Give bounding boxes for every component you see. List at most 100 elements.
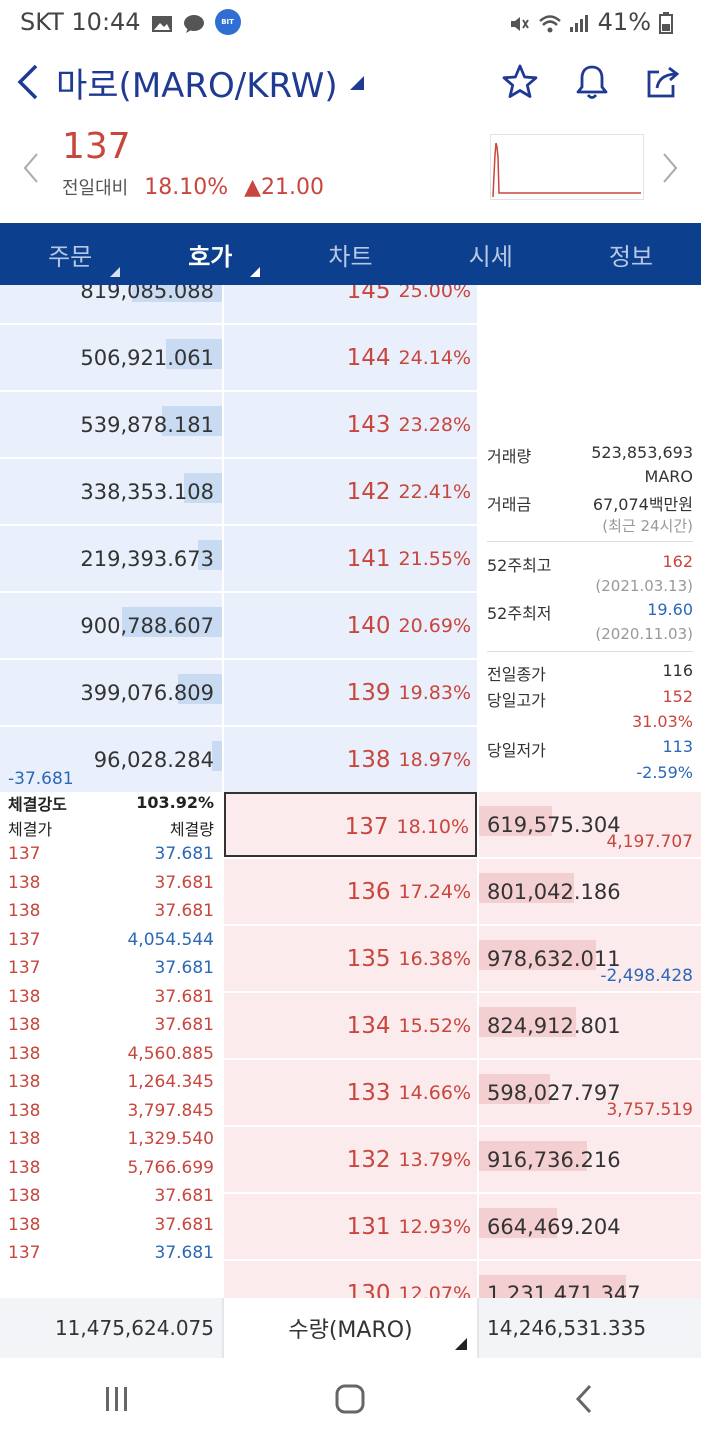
- bid-rate: 12.07%: [398, 1282, 471, 1299]
- trade-qty: 37.681: [154, 958, 214, 979]
- day-low-label: 당일저가: [487, 741, 546, 760]
- corner-triangle-icon: [110, 267, 121, 277]
- back-button[interactable]: [0, 52, 56, 112]
- ask-price-cell[interactable]: 138 18.97%: [224, 727, 477, 792]
- ask-price-cell[interactable]: 145 25.00%: [224, 285, 477, 323]
- ask-qty-cell[interactable]: 539,878.181: [0, 392, 222, 457]
- favorite-button[interactable]: [501, 63, 539, 101]
- bid-qty-cell[interactable]: 801,042.186: [479, 859, 701, 924]
- price-summary: 137 전일대비 18.10% ▲21.00: [0, 120, 701, 216]
- ask-price-cell[interactable]: 139 19.83%: [224, 660, 477, 725]
- ask-qty: 399,076.809: [80, 680, 214, 705]
- ask-price-cell[interactable]: 144 24.14%: [224, 325, 477, 390]
- ask-price-cell[interactable]: 143 23.28%: [224, 392, 477, 457]
- bid-price-cell[interactable]: 135 16.38%: [224, 926, 477, 991]
- trade-header-row: 체결가 체결량: [0, 815, 222, 840]
- low52-value: 19.60: [647, 600, 693, 619]
- bid-qty-cell[interactable]: 916,736.216: [479, 1127, 701, 1192]
- unit-selector[interactable]: 수량(MARO): [222, 1298, 479, 1358]
- ask-volume-bar: [132, 285, 222, 302]
- change-percent: 18.10%: [144, 175, 229, 200]
- system-back-button[interactable]: [554, 1369, 614, 1429]
- tab-orderbook[interactable]: 호가: [140, 223, 280, 285]
- tab-order[interactable]: 주문: [0, 223, 140, 285]
- bid-total: 14,246,531.335: [479, 1298, 701, 1358]
- bid-qty: 978,632.011: [487, 946, 621, 971]
- bid-change-value: -2,498.428: [600, 966, 693, 986]
- ask-qty-cell[interactable]: 338,353.108: [0, 459, 222, 524]
- bid-price-cell[interactable]: 130 12.07%: [224, 1261, 477, 1298]
- bid-qty: 664,469.204: [487, 1214, 621, 1239]
- mini-chart[interactable]: [490, 134, 644, 200]
- tab-label: 주문: [48, 242, 93, 271]
- current-price-cell: 137 18.10%: [345, 794, 469, 859]
- bid-price-cell[interactable]: 136 17.24%: [224, 859, 477, 924]
- trade-price: 138: [8, 1214, 41, 1235]
- trade-price: 138: [8, 986, 41, 1007]
- trade-qty-header: 체결량: [169, 819, 214, 839]
- ask-total: 11,475,624.075: [0, 1298, 222, 1358]
- ask-price-cell[interactable]: 140 20.69%: [224, 593, 477, 658]
- alert-button[interactable]: [573, 63, 611, 101]
- ask-qty-cell[interactable]: 399,076.809: [0, 660, 222, 725]
- chevron-left-icon: [17, 64, 38, 100]
- bid-price-cell[interactable]: 132 13.79%: [224, 1127, 477, 1192]
- ask-qty-cell[interactable]: 900,788.607: [0, 593, 222, 658]
- trade-qty: 37.681: [154, 1243, 214, 1264]
- bid-price-group: 135 16.38%: [347, 926, 471, 991]
- strength-value: 103.92%: [136, 793, 214, 812]
- bid-qty: 824,912.801: [487, 1013, 621, 1038]
- bid-qty-cell[interactable]: 824,912.801: [479, 993, 701, 1058]
- ask-price-group: 143 23.28%: [347, 392, 471, 457]
- prev-coin-button[interactable]: [22, 150, 40, 190]
- mute-icon: [508, 12, 530, 32]
- ask-qty: 96,028.284: [93, 747, 214, 772]
- ask-price-group: 139 19.83%: [347, 660, 471, 725]
- bid-price-cell[interactable]: 134 15.52%: [224, 993, 477, 1058]
- chevron-right-icon: [663, 153, 678, 183]
- recent-apps-button[interactable]: [87, 1369, 147, 1429]
- bid-qty-cell[interactable]: 664,469.204: [479, 1194, 701, 1259]
- ask-qty-cell[interactable]: 96,028.284: [0, 727, 222, 792]
- bid-qty-cell[interactable]: 619,575.304 4,197.707: [479, 792, 701, 857]
- ask-qty-cell[interactable]: 819,085.088: [0, 285, 222, 323]
- bid-qty: 801,042.186: [487, 879, 621, 904]
- image-notification-icon: [151, 12, 173, 32]
- tab-chart[interactable]: 차트: [280, 223, 420, 285]
- tab-market[interactable]: 시세: [421, 223, 561, 285]
- ask-price-cell[interactable]: 141 21.55%: [224, 526, 477, 591]
- high52-date: (2021.03.13): [595, 577, 693, 595]
- ask-qty-cell[interactable]: 219,393.673: [0, 526, 222, 591]
- bid-volume-bar: [479, 806, 552, 836]
- amount-label: 거래금: [487, 495, 532, 514]
- ask-price-cell[interactable]: 142 22.41%: [224, 459, 477, 524]
- day-low-pct: -2.59%: [636, 763, 693, 782]
- ask-price-group: 142 22.41%: [347, 459, 471, 524]
- corner-triangle-icon: [455, 1338, 467, 1350]
- bid-price: 136: [346, 878, 391, 905]
- bid-qty-cell[interactable]: 598,027.797 3,757.519: [479, 1060, 701, 1125]
- home-button[interactable]: [320, 1369, 380, 1429]
- order-book: 819,085.088 145 25.00% 506,921.061 144 2…: [0, 285, 701, 1298]
- bid-qty-cell[interactable]: 978,632.011 -2,498.428: [479, 926, 701, 991]
- share-button[interactable]: [645, 63, 683, 101]
- trade-qty: 5,766.699: [127, 1157, 214, 1178]
- bid-price-cell[interactable]: 133 14.66%: [224, 1060, 477, 1125]
- ask-qty: 338,353.108: [80, 479, 214, 504]
- ask-qty-cell[interactable]: 506,921.061: [0, 325, 222, 390]
- strength-row: 체결강도 103.92%: [0, 790, 222, 815]
- bid-rate: 16.38%: [398, 947, 471, 970]
- bell-icon: [576, 65, 608, 99]
- trade-qty: 37.681: [154, 844, 214, 865]
- ask-volume-bar: [198, 540, 222, 570]
- day-low-value: 113: [662, 737, 693, 756]
- system-nav-bar: [0, 1358, 701, 1440]
- bid-qty-cell[interactable]: 1,231,471.347: [479, 1261, 701, 1298]
- ask-qty: 219,393.673: [80, 546, 214, 571]
- tab-info[interactable]: 정보: [561, 223, 701, 285]
- trade-row: 138 37.681: [0, 1182, 222, 1211]
- bid-price-cell[interactable]: 131 12.93%: [224, 1194, 477, 1259]
- market-selector[interactable]: 마로(MARO/KRW): [56, 58, 364, 107]
- current-price-row[interactable]: 137 18.10%: [224, 792, 477, 857]
- next-coin-button[interactable]: [661, 150, 679, 190]
